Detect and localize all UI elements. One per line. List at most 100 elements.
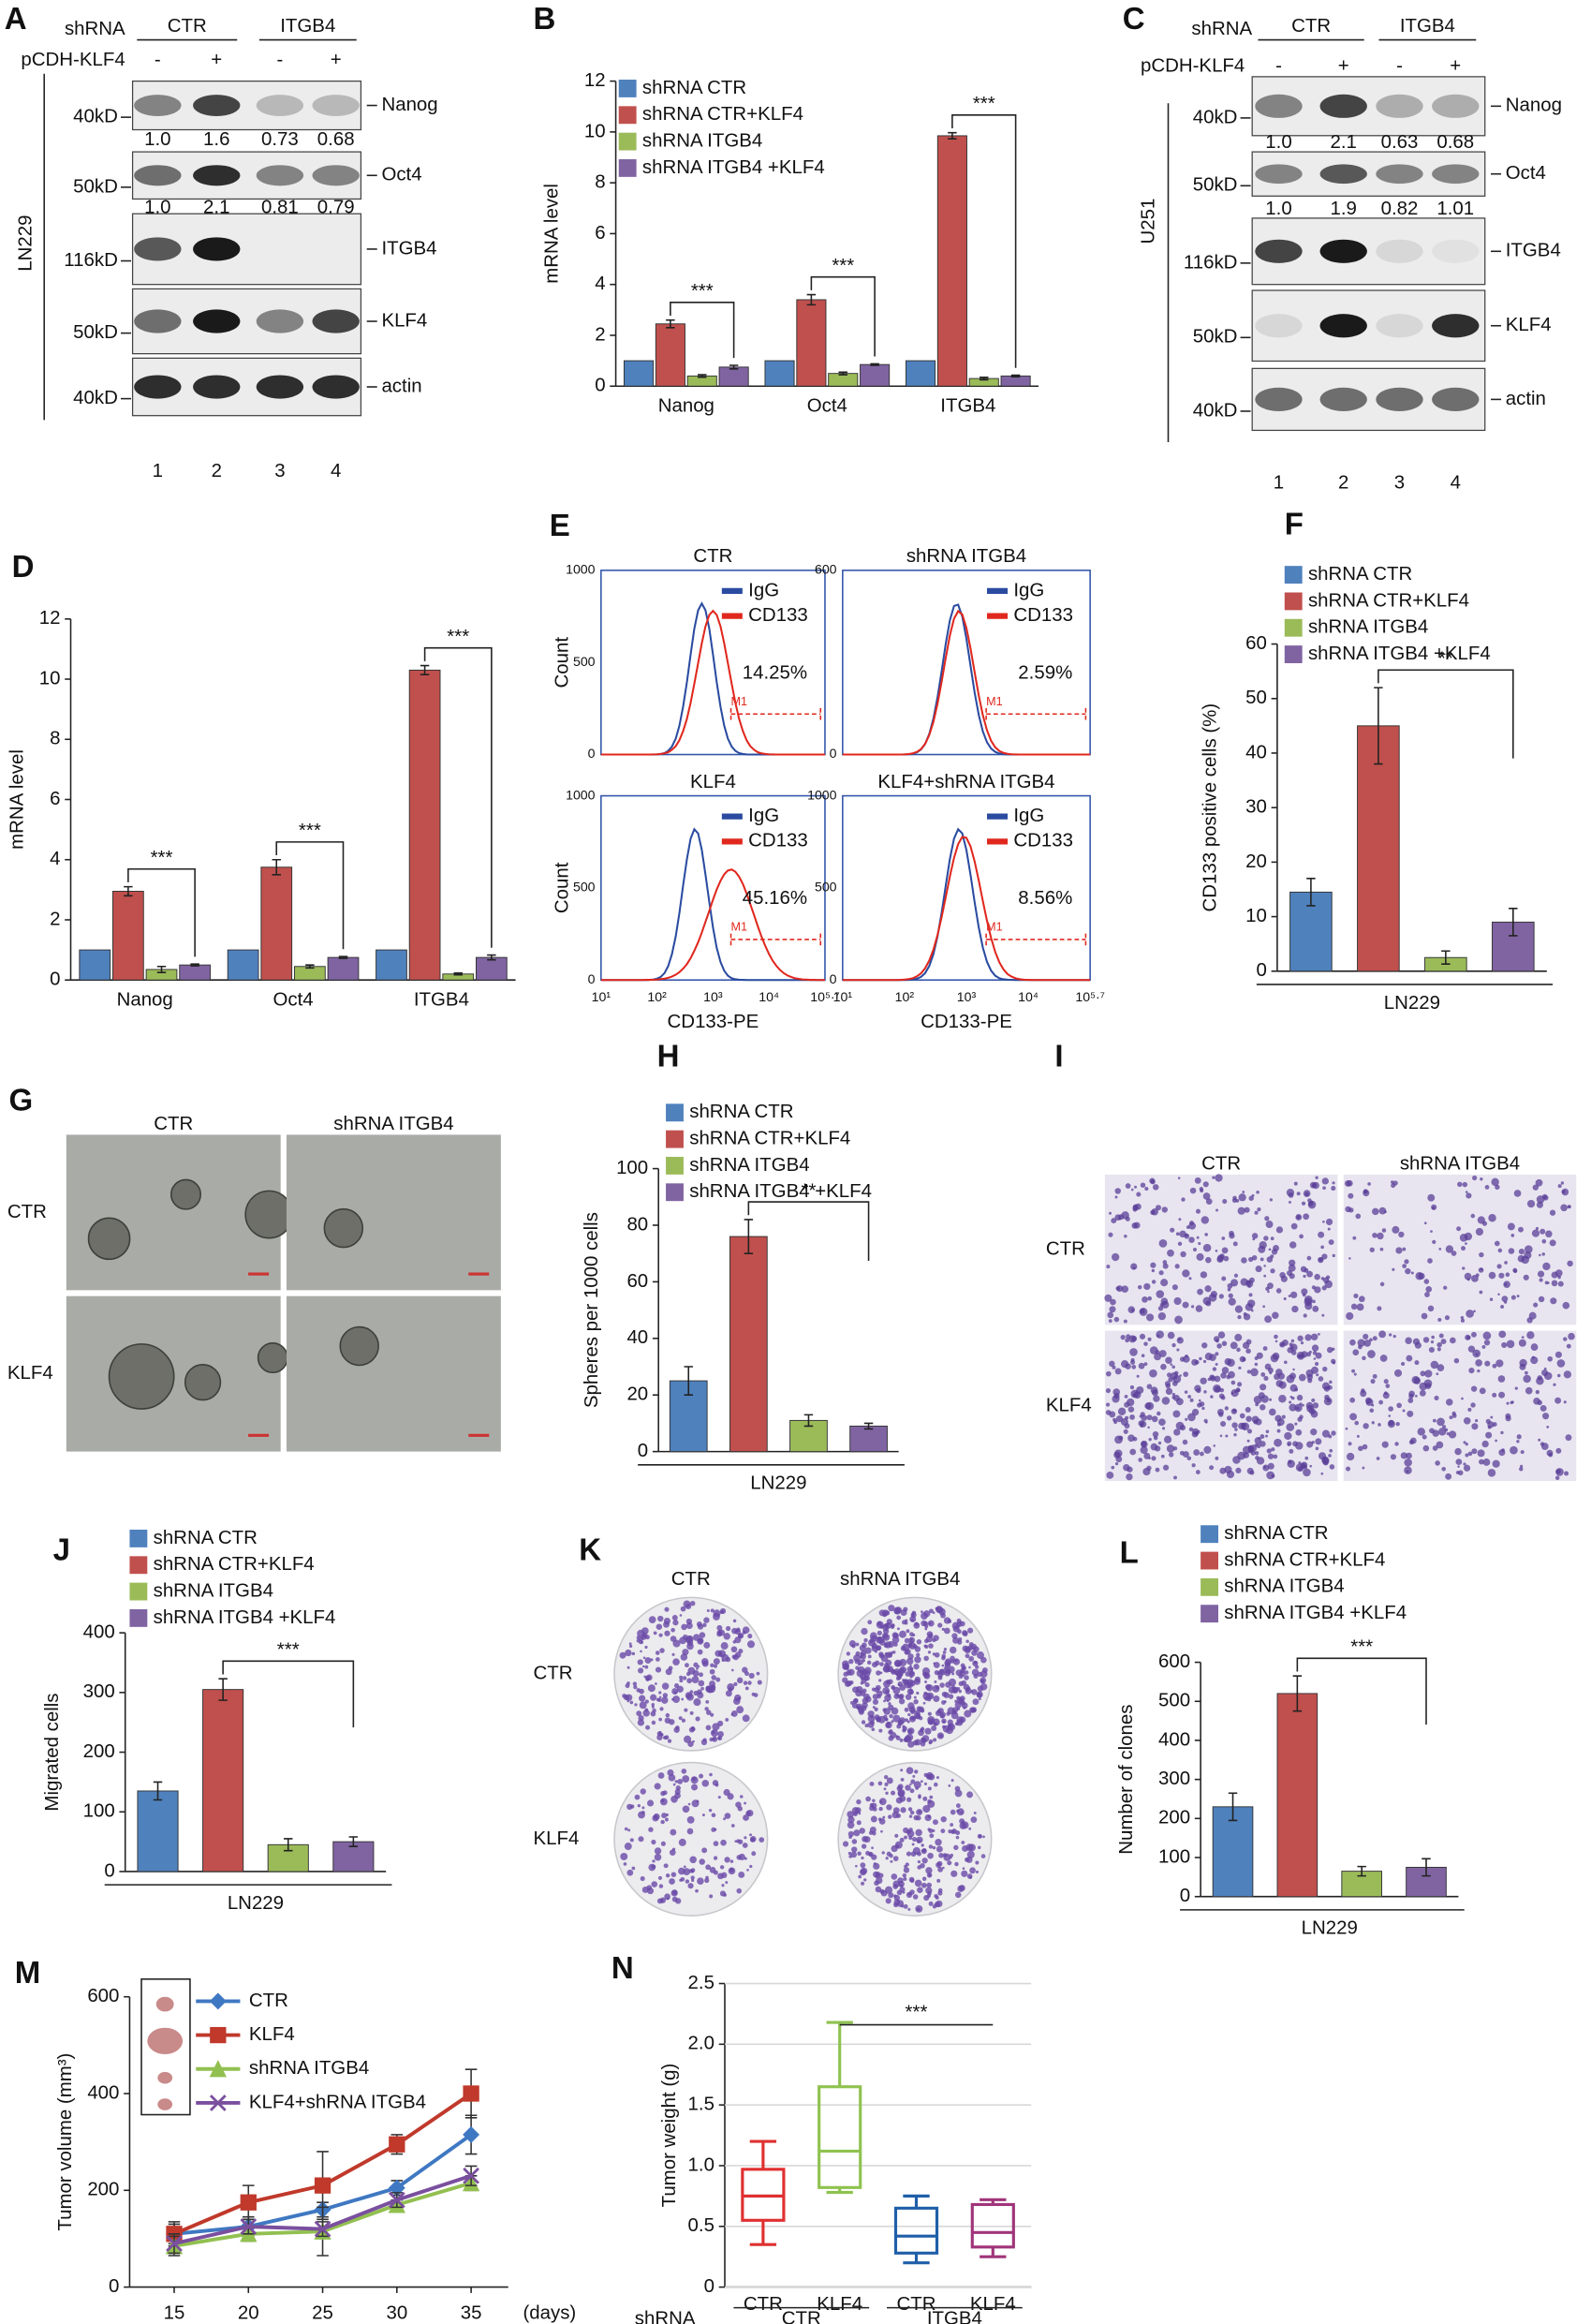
panel-label: F [1285, 506, 1304, 540]
x-tick-label: 20 [238, 2302, 259, 2323]
marker [166, 2235, 183, 2252]
colony [626, 1665, 630, 1669]
cell [1409, 1437, 1417, 1444]
colony [961, 1870, 968, 1877]
colony [968, 1827, 972, 1830]
colony [937, 1866, 944, 1873]
colony [723, 1633, 730, 1640]
cell [1248, 1256, 1254, 1263]
colony [698, 1680, 705, 1687]
colony [903, 1903, 908, 1909]
cell [1146, 1414, 1153, 1421]
cell [1249, 1470, 1255, 1475]
cell [1137, 1284, 1142, 1290]
cell [1320, 1245, 1324, 1250]
colony [915, 1713, 921, 1720]
colony [929, 1795, 934, 1799]
cell [1262, 1464, 1270, 1472]
colony [860, 1862, 866, 1869]
flow-percent: 8.56% [1018, 887, 1072, 909]
cell [1158, 1270, 1164, 1276]
band-name: actin [1506, 388, 1546, 409]
cell [1438, 1333, 1444, 1339]
column-label: shRNA ITGB4 [840, 1568, 960, 1590]
cell [1460, 1315, 1465, 1320]
colony [883, 1628, 890, 1635]
cell [1153, 1435, 1158, 1441]
cell [1124, 1234, 1127, 1238]
cell [1321, 1313, 1325, 1317]
cell [1218, 1412, 1224, 1417]
cell [1306, 1255, 1312, 1261]
cell [1114, 1195, 1118, 1199]
legend-label: shRNA CTR [1308, 563, 1412, 585]
y-tick-label: 200 [87, 2179, 119, 2200]
colony [713, 1613, 720, 1621]
cell [1482, 1458, 1491, 1466]
legend-label: shRNA ITGB4 [1308, 616, 1428, 638]
flow-ylabel: Count [551, 637, 572, 688]
colony [896, 1900, 905, 1907]
colony [691, 1870, 695, 1873]
colony [713, 1658, 720, 1665]
cell [1250, 1368, 1259, 1377]
colony [704, 1707, 709, 1711]
colony [944, 1627, 950, 1635]
colony [697, 1689, 702, 1695]
cell [1271, 1447, 1275, 1452]
cell [1173, 1475, 1177, 1480]
colony [642, 1656, 646, 1660]
cell [1188, 1277, 1192, 1280]
colony [684, 1708, 688, 1712]
cell [1402, 1247, 1407, 1251]
cell [1378, 1330, 1387, 1339]
cell [1111, 1252, 1120, 1262]
colony [883, 1699, 886, 1703]
cell [1388, 1414, 1392, 1417]
colony [745, 1811, 751, 1816]
colony [861, 1627, 868, 1636]
colony [904, 1707, 909, 1712]
legend-label: shRNA CTR+KLF4 [1308, 589, 1469, 611]
colony [970, 1643, 978, 1650]
cell [1134, 1185, 1138, 1189]
colony [847, 1830, 854, 1838]
colony [920, 1780, 923, 1784]
cell [1294, 1422, 1298, 1426]
band [134, 309, 182, 333]
marker [314, 2220, 331, 2238]
colony [885, 1622, 891, 1629]
cell [1232, 1409, 1237, 1413]
colony [958, 1636, 963, 1642]
cell [1506, 1401, 1510, 1405]
cell [1466, 1192, 1472, 1199]
whisker-low [749, 2220, 777, 2246]
cell [1160, 1279, 1169, 1287]
colony [924, 1645, 929, 1650]
cell [1537, 1375, 1542, 1381]
cell [1166, 1444, 1175, 1453]
cell [1322, 1220, 1325, 1223]
cell [1238, 1366, 1242, 1370]
cell [1329, 1448, 1333, 1453]
cell [1415, 1395, 1418, 1398]
cell [1539, 1253, 1541, 1257]
cell [1497, 1375, 1506, 1383]
cell [1109, 1360, 1115, 1368]
cell [1483, 1340, 1491, 1346]
y-tick-label: 20 [626, 1384, 648, 1405]
error-bar [863, 1422, 874, 1430]
colony [899, 1630, 906, 1638]
cell [1472, 1175, 1478, 1181]
colony [910, 1619, 914, 1621]
cell [1516, 1434, 1522, 1440]
colony [861, 1720, 866, 1724]
colony [967, 1627, 974, 1634]
cell [1149, 1346, 1158, 1354]
colony [904, 1637, 910, 1644]
error-bar [666, 318, 675, 329]
cell [1171, 1396, 1175, 1399]
colony [960, 1663, 965, 1668]
cell [1438, 1247, 1442, 1251]
colony [626, 1699, 629, 1703]
